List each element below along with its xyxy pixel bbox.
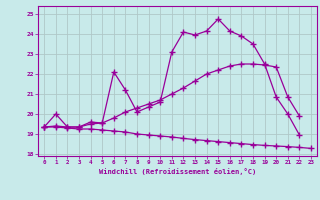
X-axis label: Windchill (Refroidissement éolien,°C): Windchill (Refroidissement éolien,°C) (99, 168, 256, 175)
